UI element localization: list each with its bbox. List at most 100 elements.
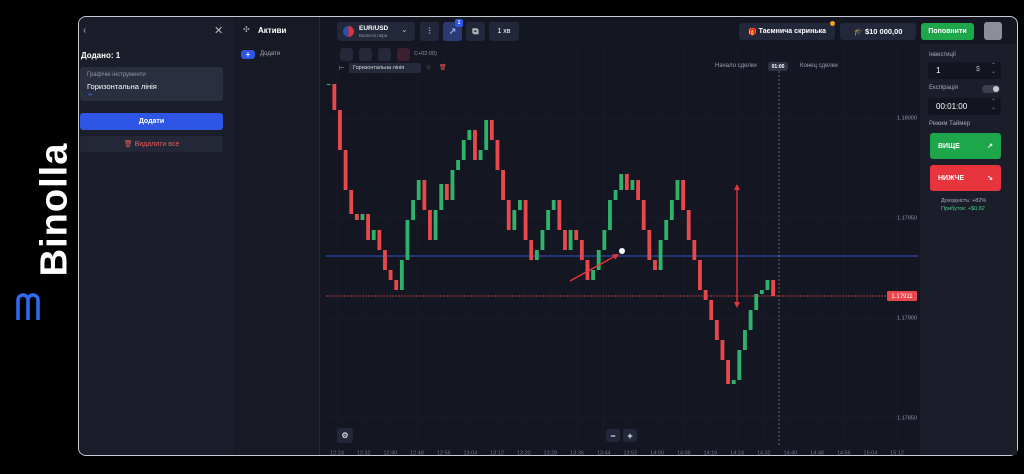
- candle: [467, 130, 472, 140]
- investment-label: Інвестиції: [929, 52, 956, 58]
- candle: [366, 214, 370, 240]
- tool-category: Графічні інструменти: [87, 72, 146, 78]
- settings-tool[interactable]: [340, 48, 353, 61]
- x-tick-label: 14:40: [784, 450, 798, 456]
- candle: [523, 200, 528, 240]
- candle: [624, 174, 629, 190]
- candle: [636, 180, 640, 200]
- candle: [354, 214, 359, 220]
- lock-tool[interactable]: [378, 48, 391, 61]
- delete-all-button[interactable]: 🗑 Видалити все: [80, 136, 223, 152]
- x-tick-label: 13:12: [490, 450, 504, 456]
- x-tick-label: 14:16: [703, 450, 717, 456]
- candle: [681, 180, 685, 210]
- drawings-badge: 1: [455, 19, 463, 27]
- expiration-value: 00:01:00: [936, 102, 968, 111]
- candle: [461, 140, 466, 160]
- candle: [596, 250, 601, 270]
- candle: [703, 290, 708, 300]
- anchor-dot: [619, 248, 625, 254]
- star-icon[interactable]: ☆: [426, 65, 432, 71]
- x-tick-label: 15:04: [864, 450, 878, 456]
- add-button[interactable]: Додати: [80, 113, 223, 130]
- asset-selector[interactable]: EUR/USD Валютні пари ⌄: [337, 22, 415, 41]
- x-tick-label: 13:36: [570, 450, 584, 456]
- candle: [737, 350, 742, 380]
- assets-panel: ✣ Активи + Додати: [233, 17, 320, 455]
- flag: [343, 26, 354, 37]
- current-price-box: [887, 291, 917, 301]
- x-tick-label: 14:56: [837, 450, 851, 456]
- candle: [546, 210, 550, 230]
- candle: [602, 230, 607, 250]
- candle: [692, 240, 697, 260]
- x-tick-label: 14:00: [650, 450, 664, 456]
- x-tick-label: 15:12: [890, 450, 904, 456]
- remove-icon[interactable]: 🗑: [439, 65, 447, 71]
- investment-input[interactable]: 1 $ ⌃ ⌄: [928, 62, 1001, 79]
- candle: [608, 200, 612, 230]
- candle: [501, 170, 505, 200]
- y-tick-label: 1.17900: [897, 315, 917, 321]
- candle: [743, 330, 747, 350]
- x-tick-label: 13:44: [597, 450, 611, 456]
- assets-add-icon[interactable]: +: [241, 50, 255, 59]
- x-tick-label: 12:56: [437, 450, 451, 456]
- candle: [563, 230, 567, 250]
- timeframe-button[interactable]: 1 хв: [489, 22, 519, 41]
- x-tick-label: 12:40: [383, 450, 397, 456]
- assets-add[interactable]: Додати: [260, 51, 281, 57]
- stepper[interactable]: ⌃ ⌄: [991, 63, 997, 75]
- delete-tool[interactable]: [397, 48, 410, 61]
- currency: $: [976, 66, 980, 73]
- candle: [529, 240, 534, 260]
- candle: [473, 130, 477, 160]
- zoom-out[interactable]: −: [606, 429, 620, 442]
- candle: [338, 110, 342, 150]
- delete-all-text: Видалити все: [134, 140, 180, 148]
- deposit-button[interactable]: Поповнити: [921, 23, 974, 40]
- close-icon[interactable]: ✕: [214, 25, 224, 37]
- stepper[interactable]: ⌃ ⌄: [991, 99, 997, 111]
- tool-card[interactable]: Графічні інструменти Горизонтальна лінія…: [80, 67, 223, 101]
- profit: Прибуток: +$0,82: [941, 206, 985, 212]
- timer-mode[interactable]: Режим Таймер: [929, 121, 971, 127]
- avatar[interactable]: [984, 22, 1002, 40]
- candle: [371, 230, 376, 240]
- x-tick-label: 13:28: [543, 450, 557, 456]
- chart-settings[interactable]: ⚙: [337, 428, 353, 443]
- down-text: НИЖЧЕ: [938, 174, 965, 182]
- down-button[interactable]: НИЖЧЕ ↘: [930, 165, 1001, 191]
- mystery-box[interactable]: 🎁 Таємнича скринька: [739, 23, 835, 40]
- zoom-in[interactable]: +: [623, 429, 637, 442]
- up-text: ВИЩЕ: [938, 142, 960, 150]
- candle: [444, 184, 449, 200]
- trend-arrow: [569, 254, 618, 282]
- copy-tool[interactable]: [359, 48, 372, 61]
- layout-button[interactable]: ⧉: [466, 22, 485, 41]
- x-tick-label: 14:08: [677, 450, 691, 456]
- tool-name: Горизонтальна лінія: [87, 82, 157, 91]
- candle: [591, 270, 595, 280]
- candle: [495, 140, 500, 170]
- tool-row-icon: ⊢: [339, 66, 345, 72]
- candle: [675, 180, 680, 200]
- timer: 01:00: [768, 62, 788, 71]
- candle: [613, 190, 618, 200]
- candle: [686, 210, 691, 240]
- candle: [658, 240, 663, 270]
- candle: [574, 230, 579, 240]
- brand-logo: [16, 293, 40, 320]
- up-button[interactable]: ВИЩЕ ↗: [930, 133, 1001, 159]
- trade-panel: Інвестиції 1 $ ⌃ ⌄ Експірація 00:01:00 ⌃ ⌄…: [920, 44, 1017, 455]
- expiration-input[interactable]: 00:01:00 ⌃ ⌄: [928, 98, 1001, 115]
- candle: [506, 200, 511, 230]
- x-tick-label: 13:04: [463, 450, 477, 456]
- candle: [416, 180, 421, 200]
- indicators-button[interactable]: ⫶: [420, 22, 439, 41]
- x-tick-label: 12:24: [330, 450, 344, 456]
- back-icon[interactable]: ‹: [83, 25, 87, 36]
- timezone: С+02:00): [414, 51, 437, 57]
- balance[interactable]: 🎓 $10 000,00: [840, 23, 916, 40]
- expiration-toggle[interactable]: [982, 85, 1000, 93]
